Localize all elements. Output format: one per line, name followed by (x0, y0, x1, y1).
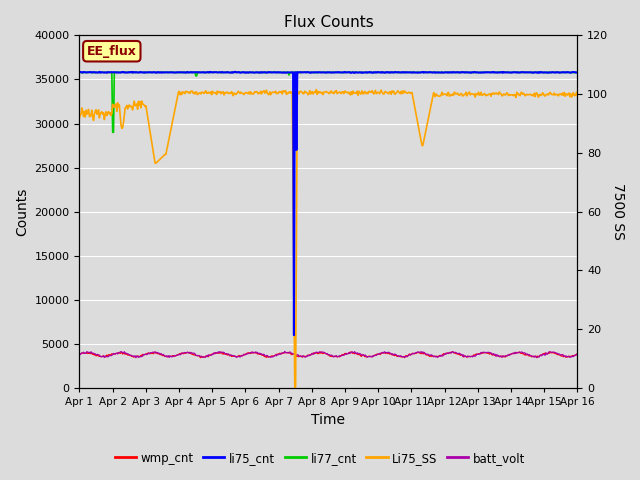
Text: EE_flux: EE_flux (87, 45, 137, 58)
Title: Flux Counts: Flux Counts (284, 15, 373, 30)
X-axis label: Time: Time (312, 413, 346, 427)
Y-axis label: 7500 SS: 7500 SS (611, 183, 625, 240)
Legend: wmp_cnt, li75_cnt, li77_cnt, Li75_SS, batt_volt: wmp_cnt, li75_cnt, li77_cnt, Li75_SS, ba… (110, 447, 530, 469)
Y-axis label: Counts: Counts (15, 188, 29, 236)
